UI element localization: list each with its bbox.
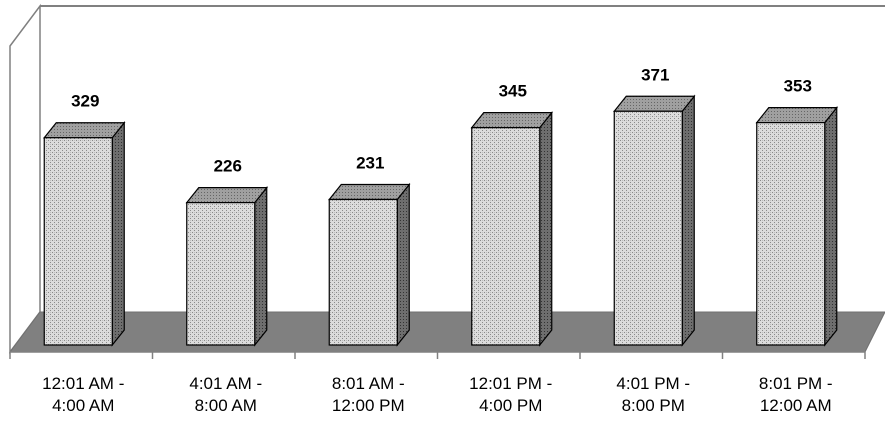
bar-top-face — [755, 107, 838, 124]
bar-top-face — [328, 183, 411, 201]
bar-top-face — [470, 112, 553, 129]
bar-side-face — [539, 110, 553, 347]
bar-front-face — [186, 202, 256, 346]
x-tick-label: 12:01 AM -4:00 AM — [42, 374, 124, 415]
bar-front-face — [756, 122, 826, 346]
x-tick-label: 8:01 AM -12:00 PM — [332, 374, 405, 415]
plot-walls — [9, 3, 885, 355]
bar-value-label: 353 — [784, 77, 812, 96]
bar-value-label: 345 — [499, 82, 527, 101]
bar-value-label: 226 — [214, 157, 242, 176]
bar-side-face — [396, 182, 410, 347]
x-tick-label: 12:01 PM -4:00 PM — [469, 374, 552, 415]
bar-value-label: 371 — [641, 65, 669, 84]
bar-side-face — [824, 105, 838, 347]
x-axis-labels: 12:01 AM -4:00 AM 4:01 AM -8:00 AM 8:01 AM… — [42, 374, 832, 415]
bar-top-face — [43, 122, 126, 139]
bar — [755, 105, 838, 347]
bar-value-label: 231 — [356, 153, 384, 172]
x-axis-ticks — [9, 352, 866, 359]
chart-floor — [9, 311, 885, 353]
bar-top-face — [613, 95, 696, 112]
bars-group — [43, 94, 838, 347]
bar-side-face — [111, 121, 125, 347]
bar — [613, 94, 696, 347]
x-tick-label: 4:01 PM -8:00 PM — [616, 374, 690, 415]
x-tick-label: 8:01 PM -12:00 AM — [759, 374, 833, 415]
bar-front-face — [471, 127, 541, 346]
bar-side-face — [681, 94, 695, 347]
bar — [185, 185, 268, 347]
bar — [470, 110, 553, 347]
bar-front-face — [613, 110, 683, 346]
value-labels: 329 226 231 345 371 353 — [71, 65, 812, 175]
x-tick-label: 4:01 AM -8:00 AM — [189, 374, 262, 415]
bar-top-face — [185, 187, 268, 204]
bar-side-face — [254, 185, 268, 347]
bar-front-face — [328, 198, 398, 346]
bar — [328, 182, 411, 347]
bar-front-face — [43, 137, 113, 346]
side-wall — [9, 3, 41, 355]
bar-value-label: 329 — [71, 92, 99, 111]
bar — [43, 121, 126, 347]
